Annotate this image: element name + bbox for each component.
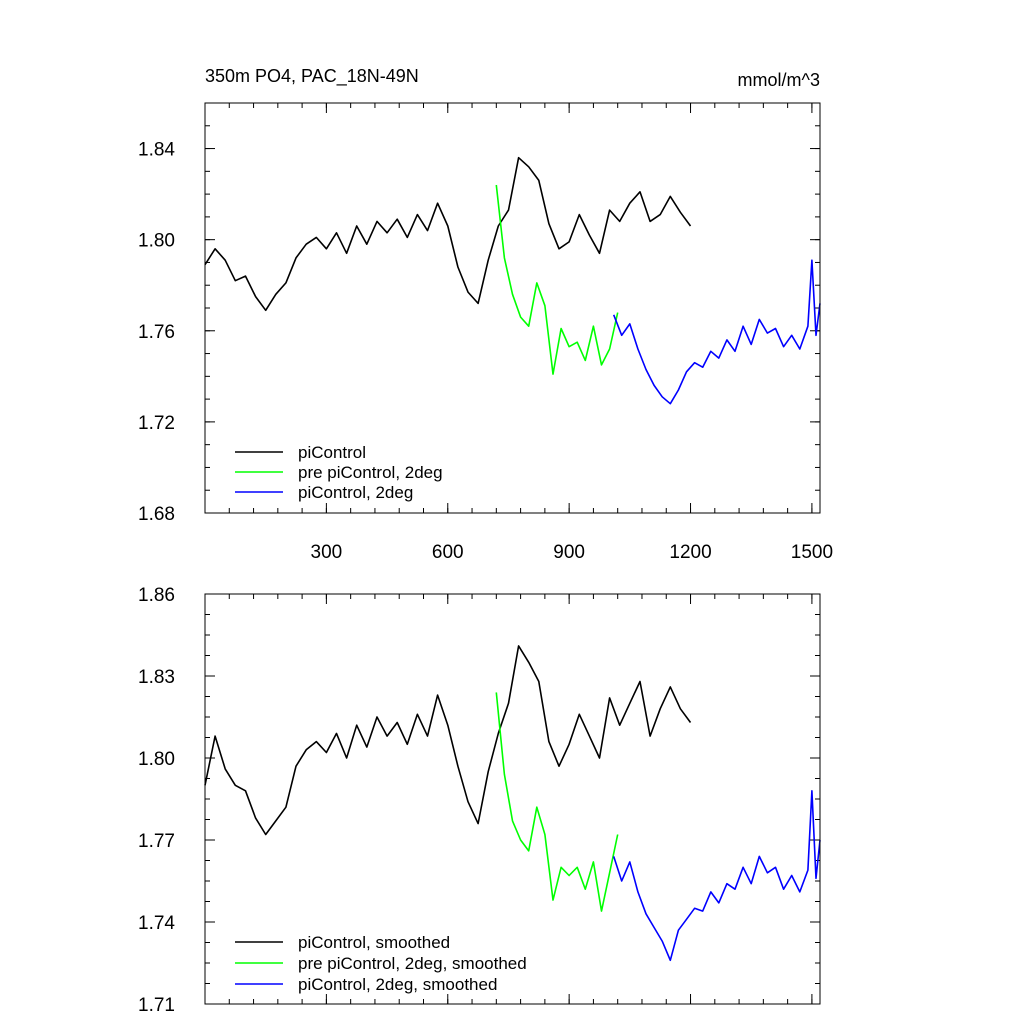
legend-label-1: pre piControl, 2deg [298, 463, 443, 482]
top-axes: 1.68 1.72 1.76 1.80 1.84 300 600 900 1200 1500 [138, 102, 833, 563]
y-tick-label: 1.77 [138, 831, 175, 852]
legend-label-2: piControl, 2deg [298, 483, 413, 502]
legend-label-0: piControl, smoothed [298, 933, 450, 952]
legend-label-0: piControl [298, 443, 366, 462]
top-series-group [204, 156, 821, 405]
bottom-plot-frame [204, 593, 821, 1005]
series-line-1 [495, 184, 619, 375]
bottom-panel: 1.71 1.74 1.77 1.80 1.83 1.86 piControl, smoo… [138, 585, 821, 1016]
series-line-2 [612, 259, 821, 405]
bottom-axes: 1.71 1.74 1.77 1.80 1.83 1.86 [138, 585, 820, 1016]
x-tick-label: 300 [311, 542, 343, 563]
y-tick-label: 1.72 [138, 413, 175, 434]
top-panel: 350m PO4, PAC_18N-49N mmol/m^3 1.681.721… [138, 66, 833, 563]
y-tick-label: 1.68 [138, 504, 175, 525]
top-panel-units: mmol/m^3 [738, 70, 820, 90]
x-tick-label: 900 [553, 542, 585, 563]
series-line-2 [612, 789, 821, 962]
y-tick-label: 1.80 [138, 231, 175, 252]
bottom-legend: piControl, smoothed pre piControl, 2deg, … [235, 933, 527, 994]
x-tick-label: 600 [432, 542, 464, 563]
legend-label-1: pre piControl, 2deg, smoothed [298, 954, 527, 973]
top-plot-frame [204, 102, 821, 514]
y-tick-label: 1.84 [138, 140, 175, 161]
x-tick-label: 1200 [669, 542, 711, 563]
y-tick-label: 1.83 [138, 667, 175, 688]
series-line-0 [204, 645, 692, 836]
series-line-0 [204, 156, 692, 312]
legend-label-2: piControl, 2deg, smoothed [298, 975, 497, 994]
series-line-1 [495, 692, 619, 912]
y-tick-label: 1.80 [138, 749, 175, 770]
y-tick-label: 1.74 [138, 913, 175, 934]
y-tick-label: 1.71 [138, 995, 175, 1016]
top-panel-title: 350m PO4, PAC_18N-49N [205, 66, 419, 87]
x-tick-label: 1500 [791, 542, 833, 563]
y-tick-label: 1.86 [138, 585, 175, 606]
y-tick-label: 1.76 [138, 322, 175, 343]
bottom-series-group [204, 645, 821, 962]
